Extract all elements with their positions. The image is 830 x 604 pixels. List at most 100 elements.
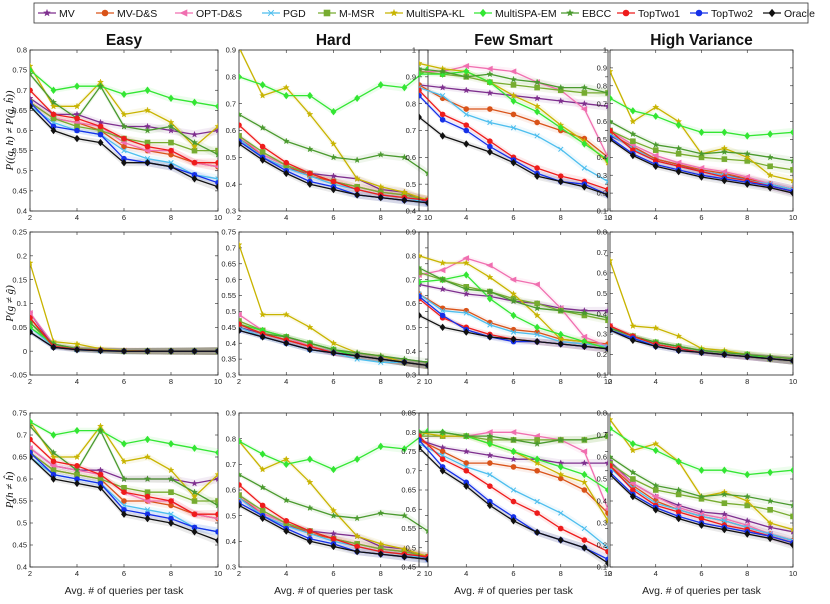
x-tick-label: 10 <box>214 377 222 386</box>
data-point <box>330 140 337 147</box>
data-point <box>510 447 517 456</box>
data-point <box>533 311 541 319</box>
data-point <box>215 511 218 517</box>
series-ebcc <box>239 110 428 177</box>
data-point <box>510 436 517 443</box>
data-point <box>330 172 337 180</box>
data-point <box>510 75 517 83</box>
x-tick-label: 6 <box>122 569 126 578</box>
data-point <box>698 128 705 136</box>
data-point <box>400 153 408 161</box>
y-tick-label: 0.7 <box>406 126 416 135</box>
data-point <box>30 418 33 426</box>
series-ebcc <box>419 428 608 447</box>
data-point <box>610 127 613 134</box>
data-point <box>121 489 127 496</box>
data-point <box>604 159 608 166</box>
y-tick-label: 0.5 <box>17 166 27 175</box>
y-tick-label: 0.65 <box>12 106 27 115</box>
data-point <box>306 110 314 118</box>
data-point <box>604 507 608 512</box>
x-tick-label: 2 <box>417 377 421 386</box>
y-tick-label: 0.2 <box>597 189 607 198</box>
y-tick-label: 0.4 <box>406 347 416 356</box>
series-ebcc <box>30 422 218 509</box>
data-point <box>439 448 446 455</box>
data-point <box>144 156 151 162</box>
x-tick-label: 6 <box>511 569 515 578</box>
legend-item-mv: MV <box>38 8 75 20</box>
data-point <box>557 536 564 544</box>
data-point <box>215 176 218 182</box>
data-point <box>50 343 57 352</box>
data-point <box>557 173 564 179</box>
data-point <box>377 540 385 547</box>
x-tick-label: 2 <box>417 569 421 578</box>
data-point <box>652 147 659 153</box>
data-point <box>167 466 175 474</box>
data-point <box>377 183 385 190</box>
data-point <box>121 502 127 509</box>
data-point <box>604 459 608 467</box>
data-point <box>401 358 408 366</box>
y-tick-label: 0.4 <box>17 563 27 572</box>
y-tick-label: 0.8 <box>406 428 416 437</box>
data-point <box>581 470 588 479</box>
x-tick-label: 4 <box>654 377 658 386</box>
x-axis-label: Avg. # of queries per task <box>274 585 394 597</box>
data-point <box>744 352 751 361</box>
data-point <box>610 256 614 264</box>
y-tick-label: 0.5 <box>226 307 236 316</box>
data-point <box>510 517 517 525</box>
data-point <box>30 94 34 102</box>
y-tick-label: 0.75 <box>12 409 27 418</box>
data-point <box>74 134 80 143</box>
y-tick-label: 0.8 <box>597 409 607 418</box>
data-point <box>533 78 541 86</box>
data-point <box>610 453 614 460</box>
data-point <box>191 492 198 500</box>
data-point <box>353 514 361 522</box>
y-tick-label: 0.35 <box>221 355 236 364</box>
x-tick-label: 2 <box>608 569 612 578</box>
y-tick-label: 0.1 <box>597 371 607 380</box>
band-pgd <box>30 454 218 536</box>
y-tick-label: 0.75 <box>12 66 27 75</box>
data-point <box>419 311 422 320</box>
data-point <box>485 262 493 269</box>
data-point <box>307 170 313 177</box>
data-point <box>534 498 540 505</box>
data-point <box>605 345 608 353</box>
series-pgd <box>419 84 608 185</box>
data-point <box>330 512 337 519</box>
data-point <box>790 466 793 474</box>
data-point <box>259 81 266 89</box>
panel-r0-c0: 0.4 0.45 0.5 0.55 0.6 0.65 0.7 0.75 0.8 2 4 6 8 10 P((… <box>3 46 222 222</box>
data-point <box>144 453 151 460</box>
data-point <box>191 98 198 107</box>
data-point <box>486 273 494 281</box>
data-point <box>557 340 564 348</box>
data-point <box>767 130 774 138</box>
data-point <box>605 486 608 494</box>
x-tick-label: 10 <box>604 569 612 578</box>
data-point <box>419 113 422 121</box>
data-point <box>510 464 517 470</box>
data-point <box>510 455 517 463</box>
data-point <box>419 70 422 78</box>
data-point <box>306 91 313 100</box>
data-point <box>767 354 774 363</box>
data-point <box>283 91 290 100</box>
data-point <box>30 318 34 326</box>
y-tick-label: 0 <box>23 347 27 356</box>
panel-r1-c0: -0.05 0 0.05 0.1 0.15 0.2 0.25 2 4 6 8 10 P(g ≠ ĝ) <box>4 228 222 386</box>
data-point <box>144 86 151 94</box>
data-point <box>721 350 728 359</box>
x-tick-label: 10 <box>424 377 432 386</box>
data-point <box>283 169 290 178</box>
y-tick-label: 0.3 <box>597 171 607 180</box>
data-point <box>306 455 313 463</box>
data-point <box>97 82 104 90</box>
data-point <box>120 110 128 118</box>
x-tick-label: 10 <box>214 213 222 222</box>
